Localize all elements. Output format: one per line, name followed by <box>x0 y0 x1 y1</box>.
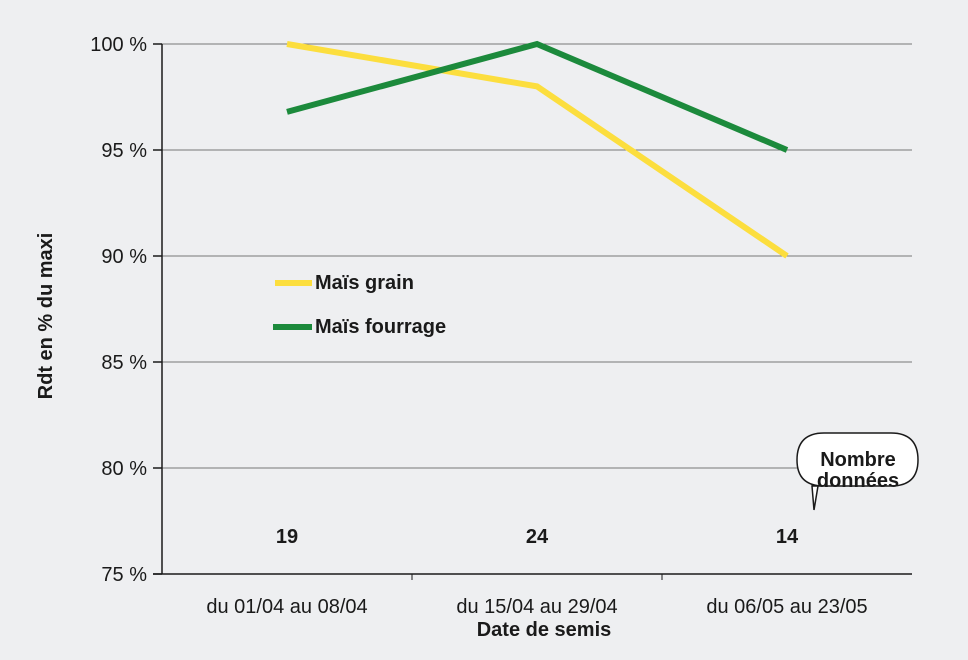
series-line-mais-grain <box>286 41 789 259</box>
axes <box>153 44 912 575</box>
legend-label-mais-grain: Maïs grain <box>315 272 414 294</box>
callout-shape <box>796 432 919 511</box>
x-tick-label: du 15/04 au 29/04 <box>456 596 617 618</box>
gridlines <box>153 43 912 575</box>
y-tick-label: 100 % <box>90 34 147 56</box>
x-axis-title: Date de semis <box>477 619 612 641</box>
y-tick-label: 80 % <box>101 458 147 480</box>
y-tick-labels: 75 % 80 % 85 % 90 % 95 % 100 % <box>90 34 147 586</box>
count-label: 14 <box>776 526 799 548</box>
callout-line-1: Nombre <box>820 449 896 471</box>
count-label: 24 <box>526 526 549 548</box>
callout-line-2: données <box>817 470 899 492</box>
callout-bubble: Nombre données <box>796 432 919 511</box>
legend: Maïs grain Maïs fourrage <box>273 272 446 338</box>
y-tick-label: 90 % <box>101 246 147 268</box>
x-tick-label: du 01/04 au 08/04 <box>206 596 367 618</box>
y-axis-title: Rdt en % du maxi <box>35 233 57 400</box>
legend-label-mais-fourrage: Maïs fourrage <box>315 316 446 338</box>
count-labels: 19 24 14 <box>276 526 799 548</box>
series-line-mais-fourrage <box>286 40 789 153</box>
y-tick-label: 95 % <box>101 140 147 162</box>
x-tick-labels: du 01/04 au 08/04 du 15/04 au 29/04 du 06/… <box>206 574 868 618</box>
x-tick-label: du 06/05 au 23/05 <box>706 596 867 618</box>
count-label: 19 <box>276 526 298 548</box>
series-lines <box>286 40 789 259</box>
y-tick-label: 85 % <box>101 352 147 374</box>
y-tick-label: 75 % <box>101 564 147 586</box>
